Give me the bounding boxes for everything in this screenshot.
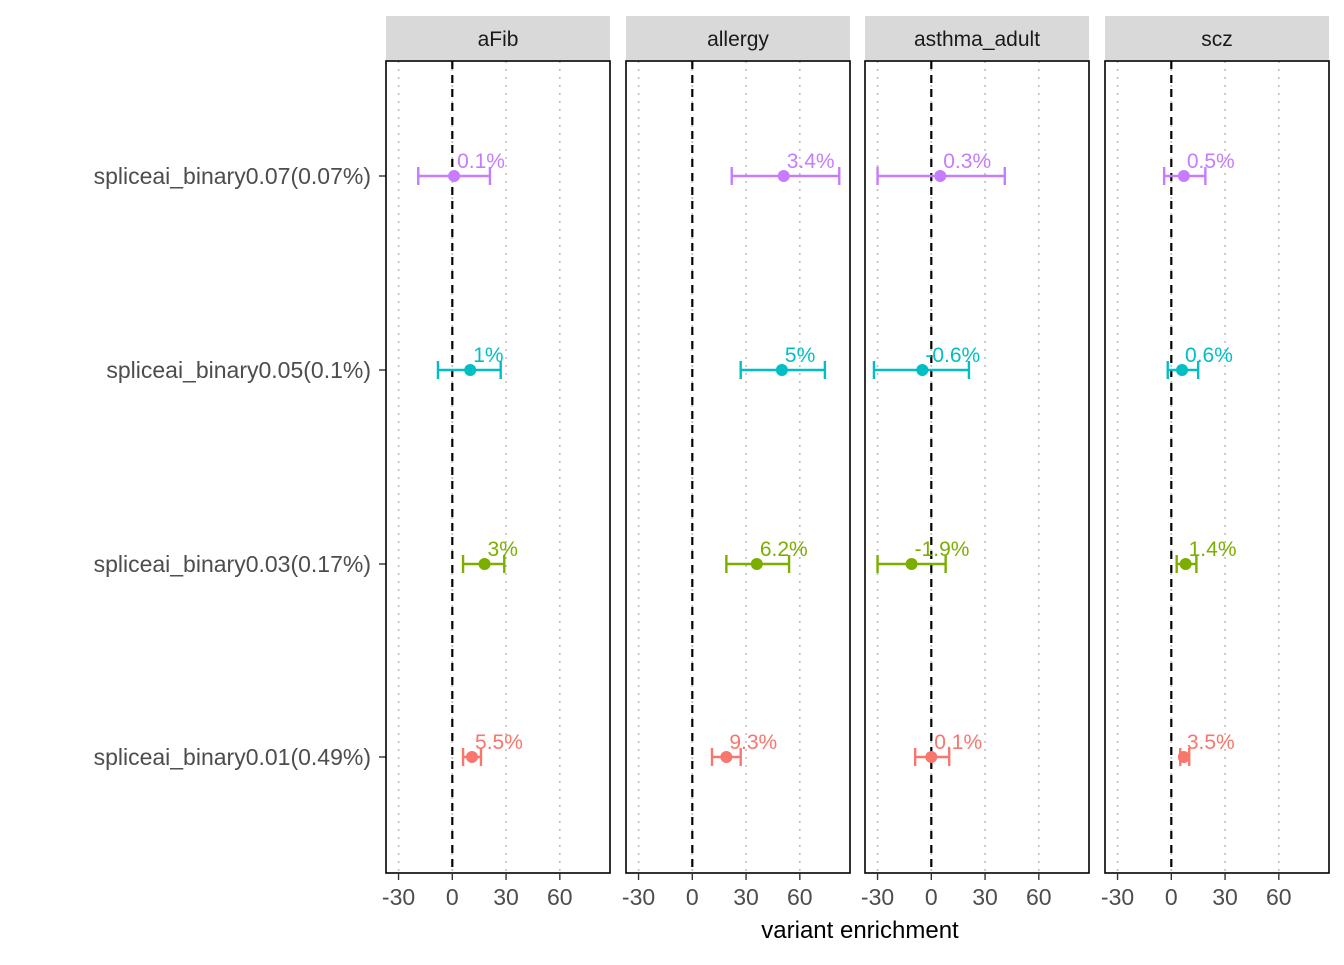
x-tick-label: 60	[1026, 884, 1052, 910]
panel-border	[864, 60, 1090, 874]
point-estimate	[777, 170, 790, 182]
data-label: 3.4%	[787, 150, 835, 173]
facet-strip	[1105, 16, 1329, 60]
point-estimate	[464, 364, 477, 376]
point-estimate	[1176, 364, 1189, 376]
data-label: -1.9%	[915, 538, 970, 561]
panel-border	[385, 60, 611, 874]
point-estimate	[448, 170, 461, 182]
x-tick-label: 30	[1212, 884, 1238, 910]
x-tick-label: -30	[622, 884, 655, 910]
x-tick-label: 30	[493, 884, 519, 910]
y-tick-label: spliceai_binary0.01(0.49%)	[94, 744, 371, 770]
data-label: 3%	[488, 538, 518, 561]
facet-strip-label: allergy	[707, 28, 769, 51]
facet-strip	[386, 16, 610, 60]
x-tick-label: 0	[446, 884, 459, 910]
panel-border	[1104, 60, 1330, 874]
point-estimate	[720, 751, 733, 763]
y-tick-label: spliceai_binary0.05(0.1%)	[106, 357, 371, 383]
point-estimate	[934, 170, 947, 182]
x-tick-label: 60	[787, 884, 813, 910]
x-tick-label: 0	[925, 884, 938, 910]
facet-strip-label: asthma_adult	[914, 28, 1040, 51]
point-estimate	[916, 364, 929, 376]
x-tick-label: 30	[972, 884, 998, 910]
facet-strip-label: scz	[1201, 28, 1233, 51]
facet-strip	[626, 16, 850, 60]
facet-strip-label: aFib	[478, 28, 519, 51]
facet-strip	[865, 16, 1089, 60]
x-tick-label: 0	[1165, 884, 1178, 910]
data-label: 0.1%	[934, 731, 982, 754]
facet-panel-scz: scz 0.5% 0.6% 1.4% 3.5% -30 0 30 60	[1101, 16, 1330, 910]
panel-border	[625, 60, 851, 874]
data-label: 9.3%	[729, 731, 777, 754]
x-tick-label: 60	[547, 884, 573, 910]
data-label: 0.1%	[457, 150, 505, 173]
x-axis-title: variant enrichment	[761, 917, 959, 944]
x-tick-label: -30	[382, 884, 415, 910]
facet-panel-asthma-adult: asthma_adult 0.3% -0.6% -1.9% 0.1% -30 0 30 60	[861, 16, 1090, 910]
data-label: 1%	[473, 344, 503, 367]
facet-panel-aFib: aFib 0.1% 1% 3% 5.5% -30 0 30 60	[382, 16, 611, 910]
data-label: -0.6%	[925, 344, 980, 367]
point-estimate	[1177, 170, 1190, 182]
point-estimate	[1177, 751, 1190, 763]
y-axis-labels: spliceai_binary0.07(0.07%) spliceai_binar…	[94, 163, 386, 770]
point-estimate	[1179, 558, 1192, 570]
data-label: 5.5%	[475, 731, 523, 754]
point-estimate	[925, 751, 938, 763]
point-estimate	[775, 364, 788, 376]
x-tick-label: -30	[1101, 884, 1134, 910]
data-label: 0.6%	[1185, 344, 1233, 367]
data-label: 0.5%	[1187, 150, 1235, 173]
facet-panels: aFib 0.1% 1% 3% 5.5% -30 0 30 60 allergy 3.4% 5% 6.2…	[382, 16, 1330, 910]
point-estimate	[466, 751, 479, 763]
x-tick-label: 60	[1266, 884, 1292, 910]
x-tick-label: -30	[861, 884, 894, 910]
data-label: 3.5%	[1187, 731, 1235, 754]
point-estimate	[750, 558, 763, 570]
y-tick-label: spliceai_binary0.07(0.07%)	[94, 163, 371, 189]
x-tick-label: 30	[733, 884, 759, 910]
point-estimate	[478, 558, 491, 570]
data-label: 1.4%	[1189, 538, 1237, 561]
x-tick-label: 0	[686, 884, 699, 910]
point-estimate	[905, 558, 918, 570]
y-tick-label: spliceai_binary0.03(0.17%)	[94, 551, 371, 577]
data-label: 0.3%	[943, 150, 991, 173]
data-label: 6.2%	[760, 538, 808, 561]
data-label: 5%	[785, 344, 815, 367]
facet-panel-allergy: allergy 3.4% 5% 6.2% 9.3% -30 0 30 60	[622, 16, 851, 910]
